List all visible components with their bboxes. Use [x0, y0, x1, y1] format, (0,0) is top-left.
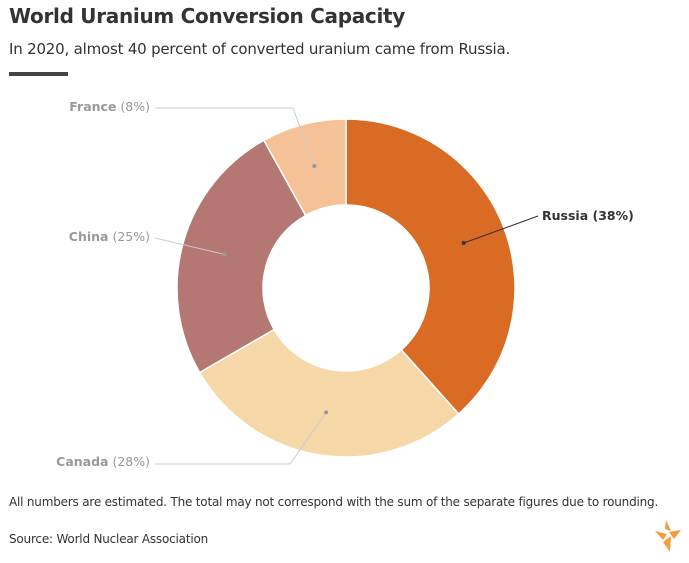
source-line: Source: World Nuclear Association [9, 532, 208, 546]
data-label-value: (8%) [116, 99, 150, 114]
leader-line-canada [155, 412, 327, 465]
leader-line-china [154, 237, 225, 255]
data-label-name: Canada [56, 454, 108, 469]
leader-line-russia [463, 215, 539, 244]
data-label-name: China [69, 229, 109, 244]
donut-chart: Russia (38%) Canada (28%) China (25%) Franc… [56, 99, 634, 469]
slice-france[interactable] [262, 118, 347, 217]
data-label-canada: Canada (28%) [56, 454, 150, 469]
leader-line-france [155, 107, 315, 167]
data-label-france: France (8%) [69, 99, 150, 114]
slices-group [176, 118, 516, 458]
slice-china[interactable] [176, 139, 307, 374]
slice-canada[interactable] [198, 328, 460, 458]
slice-russia[interactable] [345, 118, 516, 416]
leader-dot-russia [461, 241, 466, 246]
rferl-flame-logo-icon [655, 520, 681, 552]
leader-dot-france [312, 164, 317, 169]
data-label-value: (28%) [108, 454, 150, 469]
data-label-name: France [69, 99, 116, 114]
chart-title: World Uranium Conversion Capacity [9, 4, 406, 28]
chart-subtitle: In 2020, almost 40 percent of converted … [9, 40, 511, 58]
leader-dot-canada [324, 410, 329, 415]
data-label-russia: Russia (38%) [542, 208, 634, 223]
data-label-value: (38%) [588, 208, 634, 223]
annotations-group: Russia (38%) Canada (28%) China (25%) Franc… [56, 99, 634, 469]
data-label-name: Russia [542, 208, 588, 223]
leader-dot-china [222, 252, 227, 257]
title-underline [9, 72, 68, 76]
data-label-china: China (25%) [69, 229, 150, 244]
data-label-value: (25%) [108, 229, 150, 244]
footnote: All numbers are estimated. The total may… [9, 495, 659, 509]
